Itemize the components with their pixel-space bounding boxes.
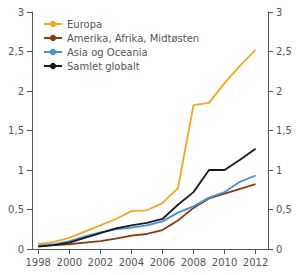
svg-text:3: 3 [276, 7, 282, 18]
svg-text:1,5: 1,5 [276, 125, 292, 136]
svg-text:2004: 2004 [119, 257, 144, 268]
svg-text:0: 0 [276, 244, 282, 255]
svg-text:0,5: 0,5 [8, 204, 24, 215]
svg-text:1: 1 [276, 165, 282, 176]
svg-text:1998: 1998 [25, 257, 50, 268]
svg-text:Asia og Oceania: Asia og Oceania [67, 47, 148, 58]
svg-text:0: 0 [18, 244, 24, 255]
svg-text:2: 2 [18, 86, 24, 97]
svg-text:2010: 2010 [212, 257, 237, 268]
svg-text:2008: 2008 [181, 257, 206, 268]
svg-text:3: 3 [18, 7, 24, 18]
svg-text:2: 2 [276, 86, 282, 97]
svg-text:Samlet globalt: Samlet globalt [67, 61, 140, 72]
svg-text:0,5: 0,5 [276, 204, 292, 215]
svg-text:1,5: 1,5 [8, 125, 24, 136]
svg-text:2000: 2000 [57, 257, 82, 268]
svg-text:2002: 2002 [88, 257, 113, 268]
svg-text:1: 1 [18, 165, 24, 176]
svg-text:2,5: 2,5 [276, 46, 292, 57]
svg-text:2006: 2006 [150, 257, 175, 268]
svg-text:2,5: 2,5 [8, 46, 24, 57]
svg-text:Europa: Europa [67, 19, 102, 30]
svg-text:2012: 2012 [243, 257, 268, 268]
svg-text:Amerika, Afrika, Midtøsten: Amerika, Afrika, Midtøsten [67, 33, 199, 44]
